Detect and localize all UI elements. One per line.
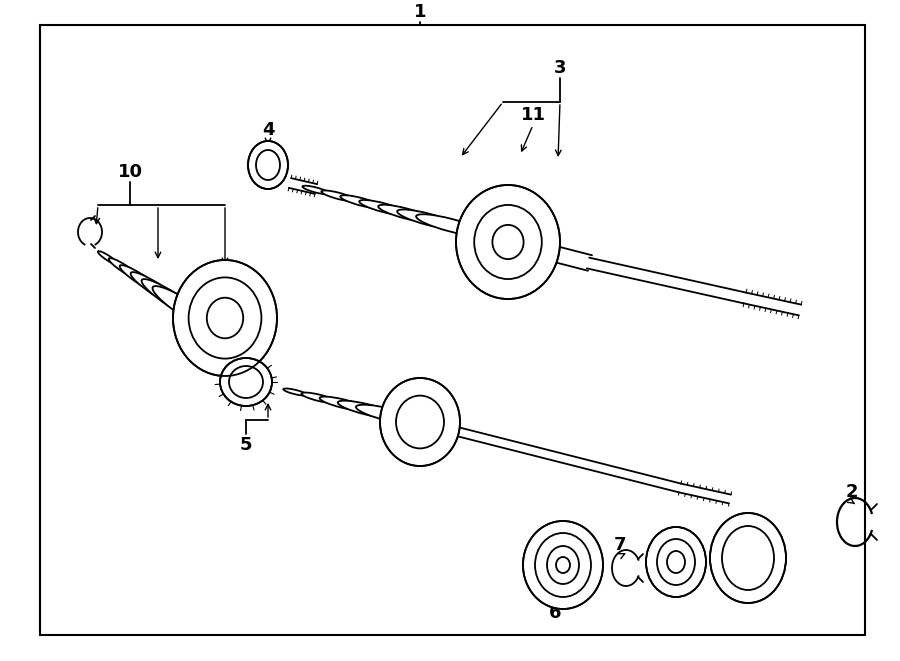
Ellipse shape (523, 521, 603, 609)
Ellipse shape (340, 195, 381, 208)
Ellipse shape (456, 185, 560, 299)
Ellipse shape (152, 286, 223, 334)
Ellipse shape (220, 358, 272, 406)
Text: 10: 10 (118, 163, 142, 181)
Ellipse shape (248, 141, 288, 189)
Text: 3: 3 (554, 59, 566, 77)
Ellipse shape (321, 190, 356, 201)
Ellipse shape (378, 205, 433, 222)
Text: 1: 1 (414, 3, 427, 21)
Ellipse shape (109, 258, 140, 279)
Text: 2: 2 (846, 483, 859, 501)
Ellipse shape (302, 186, 329, 194)
Ellipse shape (416, 214, 484, 236)
Text: 5: 5 (239, 436, 252, 454)
Ellipse shape (130, 272, 182, 306)
Ellipse shape (380, 378, 460, 466)
Ellipse shape (120, 265, 160, 292)
Text: 4: 4 (262, 121, 274, 139)
Text: 7: 7 (614, 536, 626, 554)
Text: 9: 9 (742, 531, 754, 549)
Ellipse shape (646, 527, 706, 597)
Ellipse shape (320, 397, 365, 410)
Text: 8: 8 (666, 533, 679, 551)
Ellipse shape (397, 210, 458, 229)
Ellipse shape (356, 405, 424, 425)
Ellipse shape (141, 279, 202, 320)
Ellipse shape (173, 260, 277, 376)
Ellipse shape (338, 401, 395, 418)
Ellipse shape (284, 389, 307, 395)
Text: 11: 11 (520, 106, 545, 124)
Ellipse shape (359, 200, 407, 215)
Ellipse shape (710, 513, 786, 603)
Ellipse shape (302, 393, 336, 403)
Text: 6: 6 (549, 604, 562, 622)
Ellipse shape (98, 251, 118, 265)
